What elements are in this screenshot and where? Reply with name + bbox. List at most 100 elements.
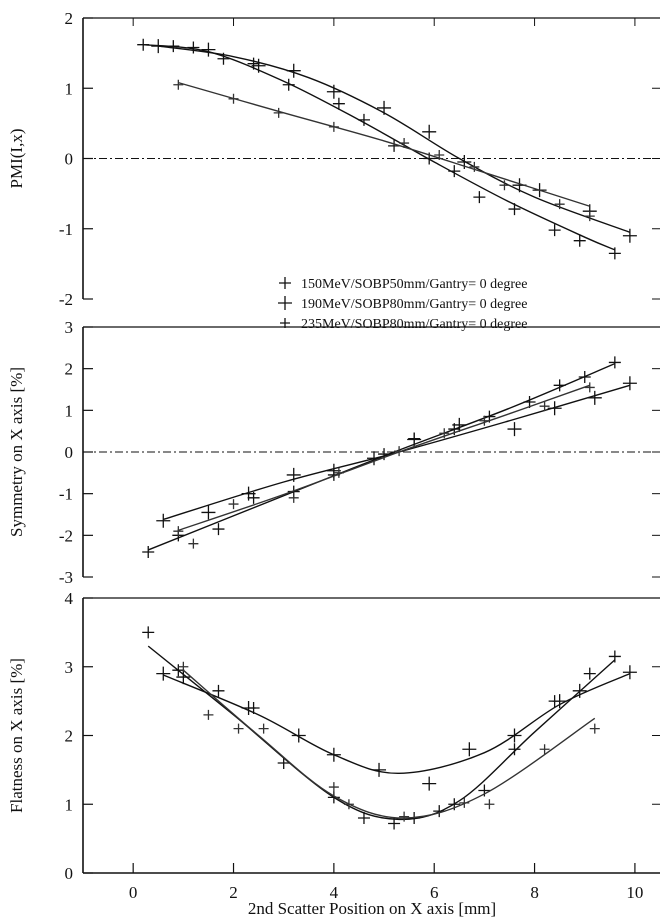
data-point-series-2 <box>572 683 587 698</box>
y-tick-label: 0 <box>65 864 74 883</box>
data-point-series-2 <box>407 432 422 447</box>
data-point-series-2 <box>422 776 437 791</box>
data-point-series-1 <box>327 791 340 804</box>
data-point-series-1 <box>608 650 621 663</box>
data-point-series-3 <box>288 492 299 503</box>
data-point-series-3 <box>439 428 450 439</box>
data-point-series-3 <box>178 661 189 672</box>
y-axis-label: Flatness on X axis [%] <box>7 658 26 813</box>
data-point-series-3 <box>343 799 354 810</box>
data-point-series-3 <box>399 138 410 149</box>
data-point-series-1 <box>473 191 486 204</box>
data-point-series-3 <box>499 180 510 191</box>
fit-curve-series-3 <box>182 669 596 819</box>
legend-label-series-1: 150MeV/SOBP50mm/Gantry= 0 degree <box>301 277 527 292</box>
data-point-series-2 <box>156 666 171 681</box>
data-point-series-2 <box>241 701 256 715</box>
data-point-series-1 <box>508 743 521 756</box>
data-point-series-1 <box>508 203 521 216</box>
data-point-series-3 <box>539 744 550 755</box>
fit-curve-series-2 <box>163 672 631 775</box>
x-tick-label: 4 <box>330 883 339 902</box>
data-point-series-3 <box>584 211 595 222</box>
data-point-series-3 <box>328 121 339 132</box>
data-point-series-3 <box>188 538 199 549</box>
data-point-series-3 <box>589 723 600 734</box>
data-point-series-2 <box>176 670 191 685</box>
data-point-series-3 <box>434 149 445 160</box>
data-point-series-2 <box>326 747 341 762</box>
data-point-series-1 <box>583 667 596 680</box>
data-point-series-2 <box>286 63 301 78</box>
x-axis-label: 2nd Scatter Position on X axis [mm] <box>248 899 496 918</box>
data-point-series-2 <box>377 100 392 115</box>
data-point-series-3 <box>173 79 184 90</box>
chart-panel-2: 3 2 1 0 -1 -2 -3 Symmetry on X axis [%] <box>7 318 660 587</box>
fit-curve-series-1 <box>147 645 616 821</box>
data-point-series-1 <box>332 97 345 110</box>
data-point-series-1 <box>142 546 155 558</box>
data-point-series-2 <box>151 39 166 54</box>
data-point-series-3 <box>203 709 214 720</box>
y-axis-label: Symmetry on X axis [%] <box>7 367 26 537</box>
legend: 150MeV/SOBP50mm/Gantry= 0 degree 190MeV/S… <box>278 277 527 332</box>
data-point-series-1 <box>388 817 401 830</box>
data-point-series-1 <box>578 371 591 383</box>
data-point-series-2 <box>552 694 567 709</box>
data-point-series-1 <box>573 234 586 247</box>
data-point-series-1 <box>212 523 225 536</box>
data-point-series-2 <box>372 762 387 777</box>
chart-panel-1: 2 1 0 -1 -2 PMI(I,x) <box>7 9 660 309</box>
data-point-series-2 <box>587 390 602 405</box>
data-point-series-2 <box>291 728 306 743</box>
data-point-series-3 <box>328 782 339 793</box>
data-point-series-2 <box>367 451 382 466</box>
y-tick-label: -2 <box>59 290 73 309</box>
data-point-series-3 <box>484 799 495 810</box>
data-point-series-2 <box>507 728 522 743</box>
data-point-series-2 <box>622 665 637 680</box>
data-point-series-2 <box>241 486 256 501</box>
y-tick-label: 1 <box>65 79 74 98</box>
data-point-series-2 <box>286 467 301 482</box>
data-point-series-2 <box>457 155 472 170</box>
y-tick-label: 0 <box>65 150 74 169</box>
y-tick-label: 1 <box>65 795 74 814</box>
data-point-series-1 <box>142 626 155 639</box>
data-point-series-1 <box>357 812 370 824</box>
data-point-series-1 <box>608 247 621 260</box>
data-point-series-2 <box>547 401 562 416</box>
data-point-series-1 <box>247 57 260 70</box>
y-tick-label: -1 <box>59 485 73 504</box>
data-point-series-2 <box>462 742 477 757</box>
y-tick-label: 0 <box>65 443 74 462</box>
y-tick-label: -1 <box>59 220 73 239</box>
data-point-series-3 <box>539 401 550 412</box>
x-tick-label: 8 <box>530 883 539 902</box>
data-point-series-1 <box>187 41 200 54</box>
y-tick-label: 2 <box>65 727 74 746</box>
legend-label-series-3: 235MeV/SOBP80mm/Gantry= 0 degree <box>301 317 527 332</box>
data-point-series-3 <box>233 723 244 734</box>
data-point-series-1 <box>448 165 461 178</box>
data-point-series-1 <box>553 379 566 392</box>
data-point-series-3 <box>258 723 269 734</box>
data-point-series-2 <box>156 513 171 528</box>
data-point-series-3 <box>399 811 410 822</box>
data-point-series-2 <box>622 228 637 243</box>
fit-curve-series-1 <box>143 43 616 251</box>
legend-marker-series-1 <box>279 277 291 289</box>
data-point-series-2 <box>452 417 467 432</box>
x-tick-label: 6 <box>430 883 439 902</box>
data-point-series-3 <box>479 415 490 426</box>
y-tick-label: 4 <box>65 589 74 608</box>
data-point-series-3 <box>273 107 284 118</box>
y-tick-label: 1 <box>65 401 74 420</box>
data-point-series-3 <box>173 526 184 537</box>
legend-label-series-2: 190MeV/SOBP80mm/Gantry= 0 degree <box>301 297 527 312</box>
data-point-series-1 <box>277 757 290 769</box>
fit-curve-series-2 <box>158 45 631 233</box>
data-point-series-3 <box>469 161 480 172</box>
data-point-series-1 <box>548 224 561 237</box>
